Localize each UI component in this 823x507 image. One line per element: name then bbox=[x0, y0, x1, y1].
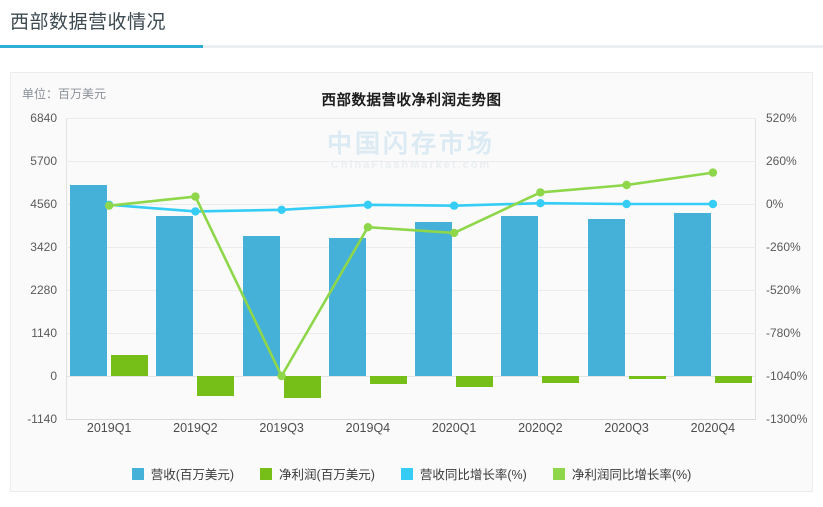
line-data-point[interactable] bbox=[449, 228, 459, 238]
right-axis-tick: -780% bbox=[766, 326, 801, 340]
line-right-series bbox=[107, 171, 715, 378]
line-data-point[interactable] bbox=[363, 200, 373, 209]
bar-net-profit[interactable] bbox=[369, 376, 407, 384]
unit-label: 单位：百万美元 bbox=[22, 87, 107, 101]
x-axis-tick: 2019Q4 bbox=[345, 421, 391, 435]
bar-net-profit[interactable] bbox=[456, 376, 494, 387]
right-axis-tick: -1300% bbox=[766, 412, 808, 426]
gridline bbox=[66, 161, 756, 162]
right-axis-tick: -260% bbox=[766, 240, 801, 254]
legend-swatch-icon bbox=[260, 467, 273, 480]
x-axis-tick: 2019Q2 bbox=[173, 421, 218, 435]
right-axis-tick: -1040% bbox=[766, 369, 808, 383]
gridline bbox=[66, 419, 756, 420]
bar-net-profit[interactable] bbox=[714, 376, 752, 384]
line-data-point[interactable] bbox=[191, 207, 200, 216]
bar-revenue[interactable] bbox=[673, 213, 711, 376]
left-axis-tick: -1140 bbox=[27, 412, 57, 426]
line-data-point[interactable] bbox=[708, 168, 718, 177]
left-axis-tick: 5700 bbox=[30, 154, 57, 168]
x-axis-tick: 2020Q4 bbox=[690, 421, 736, 435]
legend-label: 净利润同比增长率(%) bbox=[571, 468, 692, 482]
legend-label: 营收(百万美元) bbox=[150, 468, 235, 482]
bar-revenue[interactable] bbox=[587, 219, 625, 376]
line-data-point[interactable] bbox=[104, 201, 114, 210]
bar-net-profit[interactable] bbox=[628, 376, 666, 380]
header-rule bbox=[0, 45, 823, 48]
bar-net-profit[interactable] bbox=[542, 376, 580, 384]
line-data-point[interactable] bbox=[536, 188, 545, 197]
legend-swatch-icon bbox=[552, 467, 565, 480]
right-axis-tick: 520% bbox=[766, 111, 797, 125]
legend-item[interactable]: 净利润(百万美元) bbox=[260, 464, 375, 483]
line-data-point[interactable] bbox=[622, 180, 631, 190]
line-data-point[interactable] bbox=[191, 192, 200, 201]
gridline bbox=[66, 333, 756, 334]
legend-item[interactable]: 营收同比增长率(%) bbox=[400, 464, 527, 483]
x-axis-tick: 2019Q3 bbox=[259, 421, 304, 435]
gridline bbox=[66, 247, 756, 248]
gridline bbox=[66, 118, 756, 119]
x-axis-tick: 2020Q1 bbox=[431, 421, 477, 435]
chart-legend: 营收(百万美元) 净利润(百万美元) 营收同比增长率(%) 净利润同比增长率(%) bbox=[11, 464, 812, 483]
chart-title: 西部数据营收净利润走势图 bbox=[321, 93, 502, 109]
bar-revenue[interactable] bbox=[501, 216, 539, 376]
bar-net-profit[interactable] bbox=[283, 376, 321, 399]
bar-revenue[interactable] bbox=[156, 216, 194, 376]
line-right-series bbox=[107, 201, 715, 213]
legend-item[interactable]: 营收(百万美元) bbox=[131, 464, 235, 483]
page-header: 西部数据营收情况 bbox=[0, 0, 823, 48]
x-axis-tick: 2019Q1 bbox=[86, 421, 132, 435]
right-axis-tick: 0% bbox=[766, 197, 784, 211]
line-data-point[interactable] bbox=[363, 223, 373, 232]
right-axis-tick: -520% bbox=[766, 283, 801, 297]
header-rule-accent bbox=[0, 45, 203, 48]
bar-revenue[interactable] bbox=[70, 185, 108, 376]
line-data-point[interactable] bbox=[277, 205, 286, 214]
line-data-point[interactable] bbox=[622, 199, 631, 209]
legend-swatch-icon bbox=[400, 467, 413, 480]
x-axis-labels: 2019Q1 2019Q2 2019Q3 2019Q4 2020Q1 2020Q2 2020… bbox=[66, 421, 756, 441]
right-axis-tick: 260% bbox=[766, 154, 797, 168]
legend-swatch-icon bbox=[131, 467, 144, 480]
x-axis-tick: 2020Q2 bbox=[518, 421, 563, 435]
page-title: 西部数据营收情况 bbox=[10, 11, 167, 33]
line-data-point[interactable] bbox=[708, 199, 718, 209]
left-axis-tick: 6840 bbox=[30, 111, 57, 125]
legend-label: 净利润(百万美元) bbox=[279, 468, 375, 482]
lines-layer bbox=[104, 168, 718, 381]
legend-label: 营收同比增长率(%) bbox=[419, 468, 527, 482]
line-data-point[interactable] bbox=[449, 201, 459, 210]
gridline bbox=[66, 290, 756, 291]
left-axis-tick: 3420 bbox=[30, 240, 57, 254]
line-data-point[interactable] bbox=[277, 371, 286, 381]
line-data-point[interactable] bbox=[536, 199, 545, 208]
gridline bbox=[66, 376, 756, 377]
bar-revenue[interactable] bbox=[415, 222, 453, 376]
legend-item[interactable]: 净利润同比增长率(%) bbox=[552, 464, 692, 483]
left-axis-tick: 4560 bbox=[30, 197, 57, 211]
bar-net-profit[interactable] bbox=[111, 354, 149, 376]
left-axis-tick: 0 bbox=[50, 369, 57, 383]
x-axis-tick: 2020Q3 bbox=[604, 421, 649, 435]
plot-area: 中国闪存市场 ChinaFlashMarket.com bbox=[66, 118, 756, 420]
left-axis-tick: 2280 bbox=[30, 283, 57, 297]
left-axis-tick: 1140 bbox=[31, 326, 57, 340]
bar-net-profit[interactable] bbox=[197, 376, 235, 396]
chart-card: 单位：百万美元 西部数据营收净利润走势图 6840 5700 4560 3420 228… bbox=[10, 72, 813, 492]
